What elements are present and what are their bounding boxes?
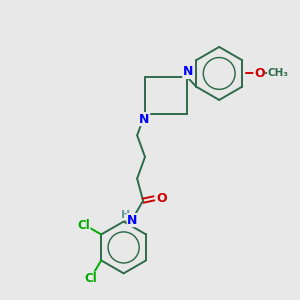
Text: O: O <box>156 192 167 205</box>
Text: H: H <box>121 210 130 220</box>
Text: N: N <box>183 65 193 79</box>
Text: N: N <box>139 112 150 126</box>
Text: N: N <box>127 214 138 226</box>
Text: CH₃: CH₃ <box>268 68 289 78</box>
Text: Cl: Cl <box>85 272 97 285</box>
Text: Cl: Cl <box>77 219 90 232</box>
Text: O: O <box>254 67 265 80</box>
